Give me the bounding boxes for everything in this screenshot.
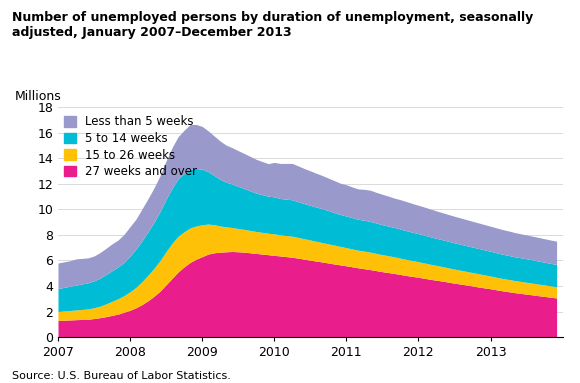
Legend: Less than 5 weeks, 5 to 14 weeks, 15 to 26 weeks, 27 weeks and over: Less than 5 weeks, 5 to 14 weeks, 15 to …	[64, 115, 197, 178]
Text: Millions: Millions	[15, 90, 62, 103]
Text: Source: U.S. Bureau of Labor Statistics.: Source: U.S. Bureau of Labor Statistics.	[12, 371, 230, 381]
Text: Number of unemployed persons by duration of unemployment, seasonally
adjusted, J: Number of unemployed persons by duration…	[12, 11, 533, 39]
